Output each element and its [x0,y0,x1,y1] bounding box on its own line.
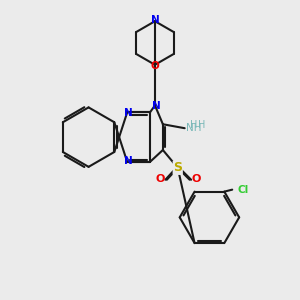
Text: Cl: Cl [237,184,248,195]
Text: N: N [152,101,160,111]
Text: O: O [192,174,201,184]
Text: NH: NH [186,123,201,133]
Text: H: H [190,120,197,130]
Text: S: S [173,161,182,174]
Text: O: O [151,61,159,71]
Text: N: N [124,156,133,166]
Text: N: N [151,15,159,25]
Text: H: H [198,120,205,130]
Text: O: O [155,174,165,184]
Text: N: N [124,108,133,118]
